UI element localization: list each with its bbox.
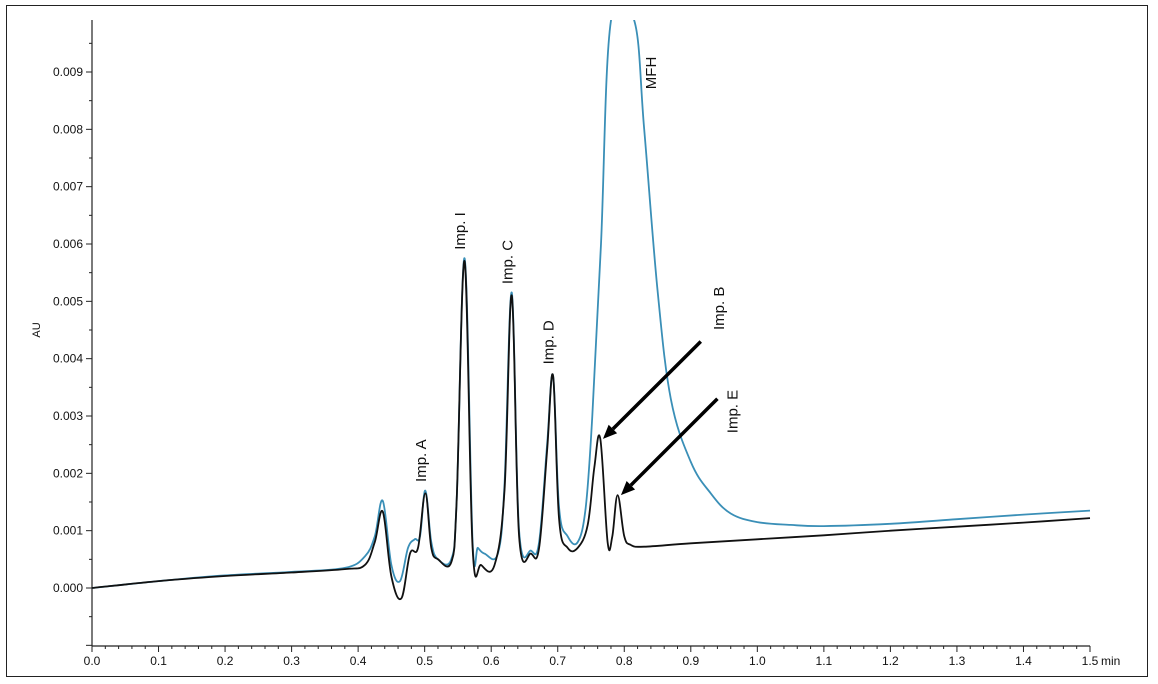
chart-frame xyxy=(6,5,1148,677)
x-tick-label: 0.2 xyxy=(217,654,234,668)
x-tick-label: 0.5 xyxy=(416,654,433,668)
y-tick-label: 0.008 xyxy=(53,122,83,136)
peak-label: Imp. D xyxy=(541,320,558,364)
y-tick-label: 0.009 xyxy=(53,65,83,79)
series-line-2 xyxy=(92,260,1091,601)
peak-label: Imp. A xyxy=(413,439,430,482)
x-tick-label: 1.1 xyxy=(816,654,833,668)
y-tick-label: 0.007 xyxy=(53,180,83,194)
x-tick-label: 0.1 xyxy=(150,654,167,668)
y-tick-label: 0.003 xyxy=(53,409,83,423)
axes: 0.0 0.1 0.2 0.3 0.4 0.5 0.6 0.7 0.8 0.9 1.0 1.1 1.2 1… xyxy=(53,20,1099,668)
peak-label: Imp. B xyxy=(711,287,728,330)
annotation-layer: Imp. A Imp. I Imp. C Imp. D Imp. B Imp. E MFH xyxy=(413,57,741,496)
series-layer xyxy=(92,20,1091,601)
peak-label: MFH xyxy=(643,57,660,90)
y-tick-label: 0.001 xyxy=(53,524,83,538)
x-tick-label: 0.6 xyxy=(483,654,500,668)
x-tick-label: 1.4 xyxy=(1015,654,1032,668)
x-axis-unit-label: min xyxy=(1101,654,1120,668)
y-tick-label: 0.002 xyxy=(53,466,83,480)
x-tick-label: 0.9 xyxy=(682,654,699,668)
arrow-head xyxy=(602,424,618,439)
x-tick-label: 0.3 xyxy=(283,654,300,668)
x-tick-label: 1.2 xyxy=(882,654,899,668)
arrow-shaft xyxy=(629,397,719,487)
arrow-head xyxy=(620,480,636,496)
y-tick-label: 0.000 xyxy=(53,581,83,595)
y-tick-label: 0.005 xyxy=(53,294,83,308)
peak-label: Imp. C xyxy=(499,240,516,284)
x-tick-label: 0.4 xyxy=(350,654,367,668)
y-axis-label: AU xyxy=(31,322,43,337)
arrow-shaft xyxy=(611,340,703,431)
x-tick-label: 0.8 xyxy=(616,654,633,668)
y-tick-label: 0.004 xyxy=(53,352,83,366)
x-tick-label: 0.7 xyxy=(549,654,566,668)
x-tick-label: 0.0 xyxy=(84,654,101,668)
peak-label: Imp. I xyxy=(452,212,469,250)
x-tick-label: 1.0 xyxy=(749,654,766,668)
x-tick-label: 1.3 xyxy=(949,654,966,668)
peak-label: Imp. E xyxy=(724,390,741,433)
y-tick-label: 0.006 xyxy=(53,237,83,251)
x-tick-label: 1.5 xyxy=(1082,654,1099,668)
